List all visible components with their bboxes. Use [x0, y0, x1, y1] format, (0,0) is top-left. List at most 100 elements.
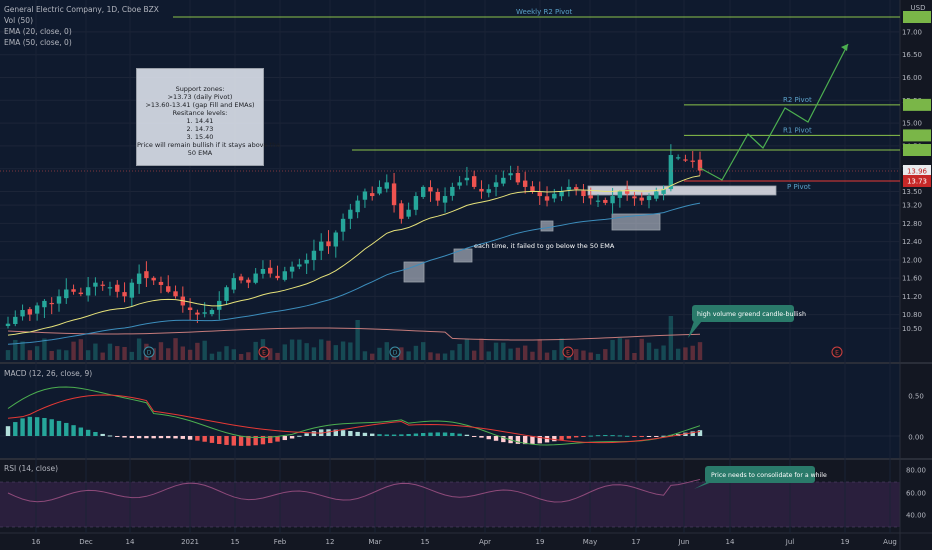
macd-histogram-bar: [180, 436, 186, 439]
legend-ema50[interactable]: EMA (50, close, 0): [4, 38, 72, 47]
macd-histogram-bar: [144, 436, 149, 439]
candle-body: [253, 273, 258, 283]
volume-bar: [617, 338, 623, 360]
legend-rsi[interactable]: RSI (14, close): [4, 464, 59, 473]
macd-histogram-bar: [209, 436, 215, 443]
gap-fill-box: [540, 220, 554, 232]
event-marker-label: E: [566, 350, 570, 357]
candle-body: [173, 291, 178, 297]
volume-bar: [428, 352, 433, 360]
time-tick-label: Dec: [79, 538, 93, 546]
candle-body: [377, 186, 382, 194]
projection-arrowhead: [841, 44, 848, 51]
pivot-price-flag-bg: [903, 175, 931, 187]
time-tick-label: 2021: [181, 538, 199, 546]
candle-body: [639, 197, 644, 201]
macd-tick-label: 0.50: [908, 393, 924, 401]
macd-histogram-bar: [56, 420, 62, 436]
projection-line: [699, 43, 849, 181]
candle-body: [428, 187, 433, 192]
candle-body: [151, 277, 156, 281]
macd-histogram-bar: [231, 436, 237, 446]
macd-histogram-bar: [202, 436, 207, 442]
candles: [5, 144, 703, 329]
volume-bar: [639, 338, 644, 360]
time-tick-label: Jun: [678, 538, 690, 546]
volume-bar: [195, 342, 200, 360]
volume-bar: [268, 348, 273, 360]
volume-bar: [413, 345, 419, 360]
price-tick-label: 11.20: [902, 293, 922, 301]
candle-body: [260, 268, 266, 274]
volume-bar: [552, 350, 557, 360]
volume-bar: [646, 342, 652, 360]
note-line: >13.73 (daily Pivot): [167, 93, 233, 101]
candle-body: [122, 292, 127, 297]
volume-bar: [501, 342, 506, 360]
legend-macd[interactable]: MACD (12, 26, close, 9): [4, 369, 93, 378]
volume-bar: [355, 320, 360, 360]
macd-histogram-bar: [275, 436, 280, 442]
last-price-flag: 13.96: [907, 168, 928, 176]
volume-bar: [544, 352, 550, 360]
volume-bar: [166, 348, 171, 360]
event-marker: [389, 346, 401, 358]
candle-body: [435, 192, 440, 201]
candle-body: [406, 209, 411, 217]
candle-body: [522, 180, 528, 187]
macd-histogram-bar: [581, 436, 586, 437]
candle-body: [231, 278, 237, 290]
volume-bar: [435, 353, 440, 360]
macd-histogram-bar: [158, 436, 164, 439]
candle-body: [238, 276, 244, 281]
volume-bar: [581, 350, 586, 360]
candle-body: [42, 300, 47, 308]
time-tick-label: Aug: [883, 538, 897, 546]
time-tick-label: Mar: [368, 538, 381, 546]
macd-histogram-bar: [450, 432, 455, 436]
volume-bar: [333, 345, 338, 360]
price-tick-label: 12.00: [902, 256, 922, 264]
macd-histogram-bar: [42, 417, 47, 436]
candle-body: [355, 200, 360, 213]
candle-body: [457, 182, 462, 186]
candle-body: [158, 281, 164, 285]
macd-histogram-bar: [13, 422, 18, 436]
macd-histogram-bar: [617, 435, 623, 437]
volume-bar: [340, 341, 346, 360]
volume-bar: [530, 351, 535, 360]
macd-histogram-bar: [20, 418, 25, 436]
candle-body: [588, 195, 593, 199]
macd-histogram-bar: [78, 427, 84, 436]
legend-title[interactable]: General Electric Company, 1D, Cboe BZX: [4, 5, 159, 14]
macd-histogram-bar: [428, 432, 433, 436]
candle-body: [399, 203, 404, 219]
candle-body: [617, 191, 623, 198]
volume-bar: [319, 339, 324, 360]
pivot-price-flag: 13.73: [907, 178, 927, 186]
volume-bar: [464, 338, 470, 360]
macd-histogram-bar: [173, 436, 178, 439]
volume-bar: [668, 316, 674, 360]
price-tick-label: 12.40: [902, 238, 922, 246]
volume-bar: [246, 352, 251, 360]
candle-body: [282, 271, 287, 280]
legend-vol[interactable]: Vol (50): [4, 16, 34, 25]
macd-histogram-bar: [493, 436, 499, 441]
note-line: Resitance levels:: [172, 109, 228, 117]
candle-body: [559, 191, 564, 197]
candle-body: [537, 192, 542, 197]
macd-histogram-bar: [224, 436, 229, 445]
macd-histogram-bar: [340, 430, 346, 436]
candle-body: [202, 312, 207, 314]
volume-bar: [5, 350, 11, 360]
rsi-note-bg: [705, 466, 815, 483]
candle-body: [413, 196, 419, 210]
legend-ema20[interactable]: EMA (20, close, 0): [4, 27, 72, 36]
gap-fill-box: [403, 261, 425, 283]
volume-bar: [406, 351, 411, 360]
candle-body: [209, 310, 215, 315]
volume-bar: [399, 347, 404, 360]
volume-bar: [326, 340, 331, 360]
